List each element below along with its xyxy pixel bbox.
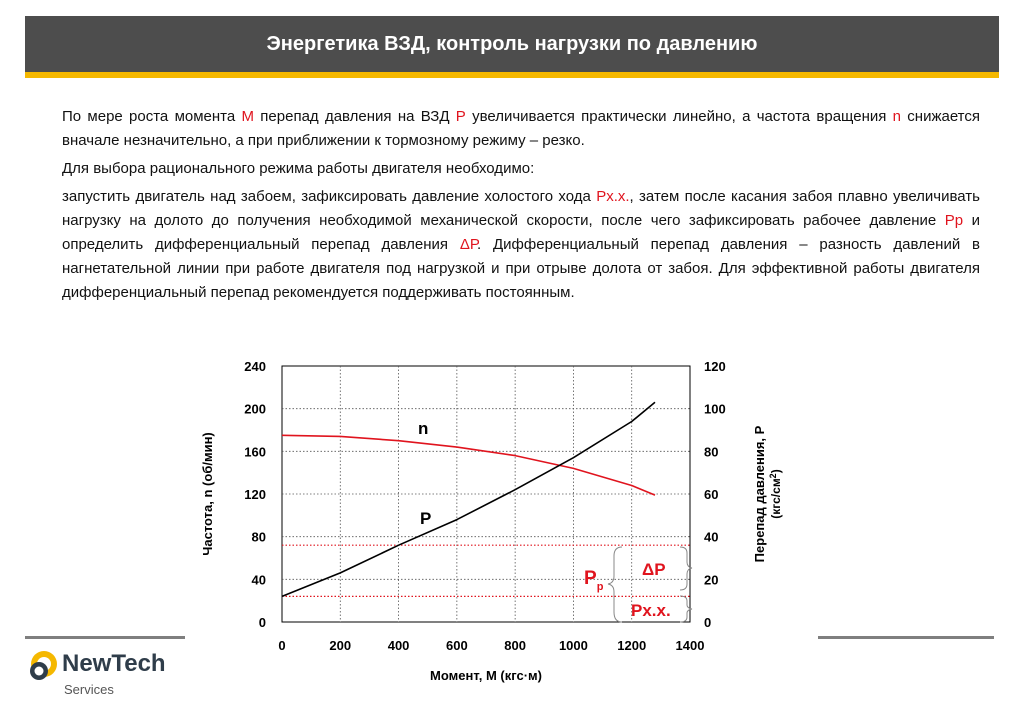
series-lines bbox=[281, 401, 656, 598]
paragraph-heading: Для выбора рационального режима работы д… bbox=[62, 160, 535, 177]
x-tick-label: 1400 bbox=[676, 638, 705, 653]
x-tick-label: 400 bbox=[388, 638, 410, 653]
x-axis-label: Момент, М (кгс·м) bbox=[430, 668, 542, 683]
y-right-axis-label-line2: (кгс/см2) bbox=[768, 469, 783, 518]
x-tick-label: 800 bbox=[504, 638, 526, 653]
title-accent-stripe bbox=[25, 72, 999, 78]
text-run: снижается вначале незначительно, а при п… bbox=[62, 108, 980, 149]
brace-pr bbox=[607, 546, 623, 623]
series-line-p bbox=[281, 401, 656, 598]
x-tick-label: 200 bbox=[329, 638, 351, 653]
y-right-axis-label-line1: Перепад давления, Р bbox=[752, 425, 767, 562]
label-superscript: 2 bbox=[768, 473, 778, 478]
pressure-annotation: ΔP Pp Px.x. bbox=[584, 546, 693, 623]
y-right-tick-label: 60 bbox=[704, 487, 718, 502]
tick-labels: 0 200 400 600 800 1000 1200 1400040801201602002… bbox=[244, 359, 725, 653]
logo-wordmark: NewTech bbox=[62, 650, 166, 677]
text-run: увеличивается практически линейно, а час… bbox=[465, 108, 893, 125]
slide-body: По мере роста момента М перепад давления… bbox=[62, 105, 980, 309]
p-work-main: P bbox=[584, 568, 597, 589]
label-part: ) bbox=[769, 469, 783, 473]
symbol-p-work: Рр bbox=[944, 212, 964, 229]
y-left-tick-label: 120 bbox=[244, 487, 266, 502]
y-right-tick-label: 120 bbox=[704, 359, 726, 374]
y-left-tick-label: 160 bbox=[244, 444, 266, 459]
y-right-tick-label: 0 bbox=[704, 615, 711, 630]
title-bar bbox=[25, 16, 999, 72]
symbol-m: М bbox=[241, 108, 255, 125]
symbol-delta-p: ΔР bbox=[459, 236, 478, 253]
label-delta-p: ΔP bbox=[642, 560, 666, 579]
symbol-n: n bbox=[892, 108, 901, 125]
text-run: . Дифференциальный перепад давления – ра… bbox=[62, 236, 980, 301]
text-run: и определить дифференциальный перепад да… bbox=[62, 212, 981, 253]
p-work-subscript: p bbox=[597, 581, 604, 593]
y-left-tick-label: 240 bbox=[244, 359, 266, 374]
reference-lines bbox=[282, 544, 690, 598]
text-run: запустить двигатель над забоем, зафиксир… bbox=[62, 188, 597, 205]
text-run: , затем после касания забоя плавно увели… bbox=[62, 188, 980, 229]
y-right-tick-label: 80 bbox=[704, 444, 718, 459]
y-right-tick-label: 20 bbox=[704, 572, 718, 587]
y-left-axis-label: Частота, n (об/мин) bbox=[200, 432, 215, 555]
y-left-tick-label: 40 bbox=[252, 572, 266, 587]
symbol-p: Р bbox=[455, 108, 466, 125]
newtech-logo-icon bbox=[30, 651, 57, 680]
footer-rule-left bbox=[25, 636, 185, 639]
y-right-tick-label: 40 bbox=[704, 530, 718, 545]
footer-rule-right bbox=[818, 636, 994, 639]
slide-title: Энергетика ВЗД, контроль нагрузки по дав… bbox=[266, 33, 758, 55]
label-part: (кгс/см bbox=[769, 478, 783, 519]
x-tick-label: 0 bbox=[278, 638, 285, 653]
x-tick-label: 600 bbox=[446, 638, 468, 653]
x-tick-label: 1200 bbox=[617, 638, 646, 653]
logo-subtitle: Services bbox=[64, 682, 114, 697]
y-right-tick-label: 100 bbox=[704, 402, 726, 417]
brace-delta bbox=[679, 546, 693, 591]
brace-idle bbox=[679, 595, 693, 623]
symbol-p-idle: Рх.х. bbox=[596, 188, 630, 205]
y-left-tick-label: 200 bbox=[244, 402, 266, 417]
label-p-idle: Px.x. bbox=[631, 601, 671, 620]
text-run: По мере роста момента bbox=[62, 108, 242, 125]
series-label-p: P bbox=[420, 509, 431, 528]
series-label-n: n bbox=[418, 419, 428, 438]
series-line-n bbox=[281, 434, 656, 496]
paragraph-procedure: запустить двигатель над забоем, зафиксир… bbox=[62, 185, 980, 305]
y-left-tick-label: 80 bbox=[252, 530, 266, 545]
text-run: перепад давления на ВЗД bbox=[254, 108, 456, 125]
grid bbox=[282, 366, 690, 622]
paragraph-intro: По мере роста момента М перепад давления… bbox=[62, 105, 980, 153]
y-left-tick-label: 0 bbox=[259, 615, 266, 630]
label-p-work: Pp bbox=[584, 568, 604, 593]
x-tick-label: 1000 bbox=[559, 638, 588, 653]
